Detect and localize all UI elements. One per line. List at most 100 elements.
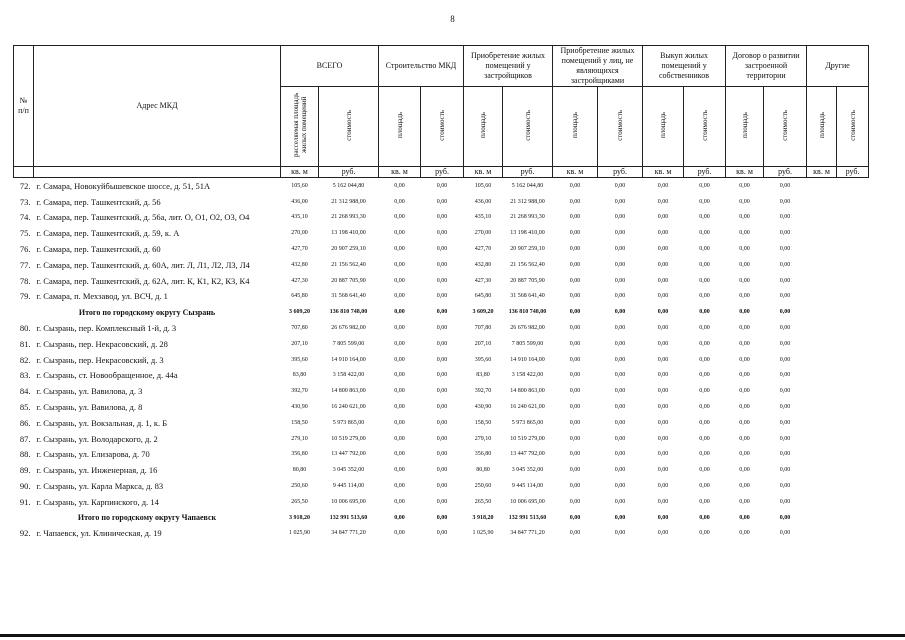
cell-empty xyxy=(837,194,869,210)
cell-value: 0,00 xyxy=(436,246,448,253)
cell-value: 0,00 xyxy=(569,451,581,458)
cell-value: 26 676 982,00 xyxy=(331,325,366,332)
cell-value: 279,10 xyxy=(291,435,308,442)
unit: руб. xyxy=(763,166,808,178)
cell-value: 21 312 988,00 xyxy=(331,198,366,205)
group-header: Приобретение жилых помещений у застройщи… xyxy=(463,45,554,87)
cell-value: 0,00 xyxy=(394,214,405,221)
cell-value: 0,00 xyxy=(614,230,626,237)
cell-empty xyxy=(807,526,837,542)
cell-empty xyxy=(807,352,837,368)
cell-empty xyxy=(837,368,869,384)
cell-value: 0,00 xyxy=(657,214,669,221)
column-header: стоимость xyxy=(420,86,465,167)
data-row: 80. г. Сызрань, пер. Комплексный 1-й, д. … xyxy=(14,320,869,336)
cell-empty xyxy=(837,273,869,289)
cell-value: 0,00 xyxy=(569,483,581,490)
cell-value: 0,00 xyxy=(614,309,626,316)
column-header: стоимость xyxy=(597,86,644,167)
row-number: 77. xyxy=(19,259,31,270)
cell-value: 395,60 xyxy=(291,356,308,363)
data-row: 81. г. Сызрань, пер. Некрасовский, д. 28 2… xyxy=(14,336,869,352)
cell-value: 0,00 xyxy=(699,340,710,347)
cell-value: 0,00 xyxy=(436,230,448,237)
cell-value: 0,00 xyxy=(394,467,405,474)
cell-value: 13 447 792,00 xyxy=(510,451,545,458)
row-number: 86. xyxy=(19,417,31,428)
cell-value: 0,00 xyxy=(436,404,448,411)
cell-value: 0,00 xyxy=(394,309,405,316)
address: г. Сызрань, ул. Карпинского, д. 14 xyxy=(36,496,159,507)
cell-value: 0,00 xyxy=(569,340,581,347)
unit: кв. м xyxy=(552,166,599,178)
cell-value: 0,00 xyxy=(614,325,626,332)
row-number: 76. xyxy=(19,244,31,255)
group-header: Выкуп жилых помещений у собственников xyxy=(642,45,727,87)
cell-value: 0,00 xyxy=(394,182,405,189)
cell-value: 0,00 xyxy=(436,277,448,284)
cell-value: 0,00 xyxy=(657,261,669,268)
cell-value: 5 973 865,00 xyxy=(332,419,365,426)
cell-value: 3 918,20 xyxy=(289,514,310,521)
cell-value: 0,00 xyxy=(614,182,626,189)
cell-value: 13 198 410,00 xyxy=(331,230,366,237)
data-row: 78. г. Самара, пер. Ташкентский, д. 62А, … xyxy=(14,273,869,289)
cell-value: 0,00 xyxy=(739,419,750,426)
unit: руб. xyxy=(683,166,727,178)
cell-value: 136 810 748,00 xyxy=(508,309,547,316)
cell-empty xyxy=(837,336,869,352)
cell-value: 0,00 xyxy=(699,356,710,363)
data-row: 77. г. Самара, пер. Ташкентский, д. 60А, … xyxy=(14,257,869,273)
units-blank xyxy=(13,166,34,178)
cell-value: 20 907 259,10 xyxy=(510,246,545,253)
row-number: 78. xyxy=(19,275,31,286)
cell-value: 34 847 771,20 xyxy=(331,530,366,537)
cell-value: 0,00 xyxy=(614,514,626,521)
cell-value: 10 519 279,00 xyxy=(510,435,545,442)
cell-value: 0,00 xyxy=(394,530,405,537)
cell-value: 5 162 044,80 xyxy=(332,182,365,189)
row-number: 74. xyxy=(19,212,31,223)
cell-value: 16 240 621,00 xyxy=(510,404,545,411)
cell-value: 0,00 xyxy=(569,214,581,221)
cell-value: 0,00 xyxy=(699,404,710,411)
cell-value: 0,00 xyxy=(394,246,405,253)
address: г. Сызрань, пер. Комплексный 1-й, д. 3 xyxy=(36,323,177,334)
cell-value: 158,50 xyxy=(291,419,308,426)
cell-empty xyxy=(807,178,837,194)
cell-value: 0,00 xyxy=(436,498,448,505)
cell-value: 0,00 xyxy=(614,277,626,284)
cell-value: 0,00 xyxy=(699,483,710,490)
cell-value: 10 006 695,00 xyxy=(331,498,366,505)
cell-value: 0,00 xyxy=(569,404,581,411)
cell-value: 0,00 xyxy=(779,261,791,268)
cell-empty xyxy=(837,352,869,368)
cell-value: 0,00 xyxy=(699,261,710,268)
cell-value: 0,00 xyxy=(699,467,710,474)
cell-empty xyxy=(837,210,869,226)
cell-value: 0,00 xyxy=(699,293,710,300)
cell-value: 1 025,90 xyxy=(289,530,310,537)
cell-value: 14 800 863,00 xyxy=(331,388,366,395)
cell-value: 0,00 xyxy=(614,261,626,268)
cell-value: 0,00 xyxy=(699,246,710,253)
cell-value: 0,00 xyxy=(739,182,750,189)
cell-value: 427,30 xyxy=(291,277,308,284)
cell-value: 430,90 xyxy=(474,404,492,411)
cell-value: 0,00 xyxy=(779,467,791,474)
subtotal-label: Итого по городскому округу Сызрань xyxy=(78,307,216,317)
table: № п/п Адрес МКД ВСЕГО Строительство МКД Прио… xyxy=(13,45,870,542)
data-row: 75. г. Самара, пер. Ташкентский, д. 59, к… xyxy=(14,225,869,241)
cell-value: 83,80 xyxy=(292,372,307,379)
cell-value: 0,00 xyxy=(569,467,581,474)
cell-value: 13 447 792,00 xyxy=(331,451,366,458)
cell-value: 0,00 xyxy=(739,246,750,253)
cell-value: 0,00 xyxy=(657,309,669,316)
data-row: 73. г. Самара, пер. Ташкентский, д. 56 436… xyxy=(14,194,869,210)
cell-value: 207,10 xyxy=(474,340,492,347)
subtotal-row: Итого по городскому округу Чапаевск 3 918… xyxy=(14,510,869,526)
cell-value: 0,00 xyxy=(779,435,791,442)
cell-empty xyxy=(837,289,869,305)
cell-value: 0,00 xyxy=(739,467,750,474)
